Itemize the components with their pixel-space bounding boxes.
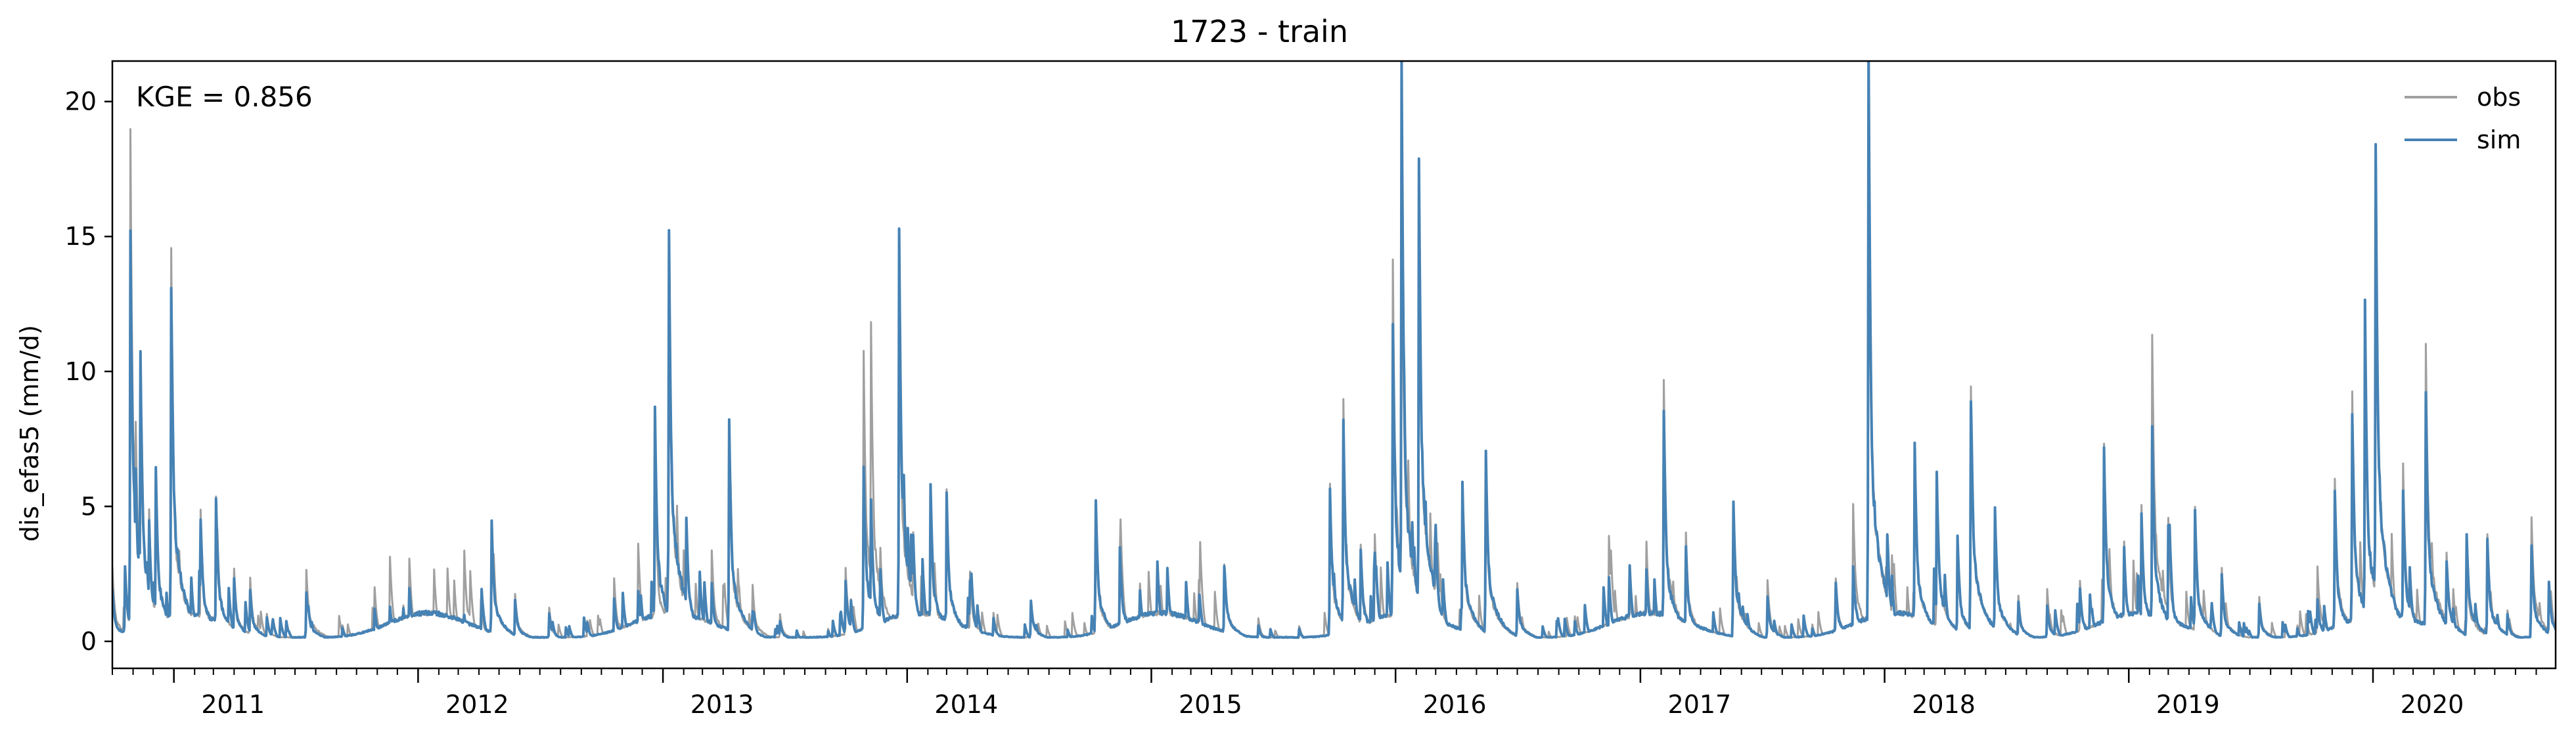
legend-sim-label: sim [2477, 125, 2521, 154]
x-tick-label: 2017 [1668, 690, 1732, 719]
y-tick-label: 10 [65, 357, 97, 386]
y-tick-label: 15 [65, 222, 97, 251]
series-line-obs [112, 102, 2556, 639]
x-tick-label: 2011 [201, 690, 265, 719]
chart-title: 1723 - train [1171, 14, 1348, 49]
x-tick-label: 2016 [1423, 690, 1487, 719]
series-line-sim [112, 61, 2556, 639]
x-tick-label: 2012 [445, 690, 509, 719]
y-axis-label: dis_efas5 (mm/d) [15, 325, 44, 542]
kge-annotation: KGE = 0.856 [136, 81, 313, 113]
y-tick-label: 5 [81, 492, 97, 521]
legend-obs-label: obs [2477, 83, 2521, 112]
x-tick-label: 2018 [1912, 690, 1976, 719]
x-tick-label: 2015 [1179, 690, 1242, 719]
x-tick-label: 2019 [2156, 690, 2220, 719]
x-tick-label: 2020 [2401, 690, 2464, 719]
x-tick-label: 2014 [934, 690, 998, 719]
y-axis: 0 5 10 15 20 [65, 87, 112, 656]
y-tick-label: 20 [65, 87, 97, 116]
x-axis: 2011 2012 2013 2014 2015 2016 2017 2018 2019 2020 [112, 668, 2537, 719]
x-tick-label: 2013 [690, 690, 754, 719]
legend: obs sim [2405, 83, 2521, 154]
y-tick-label: 0 [81, 627, 97, 656]
